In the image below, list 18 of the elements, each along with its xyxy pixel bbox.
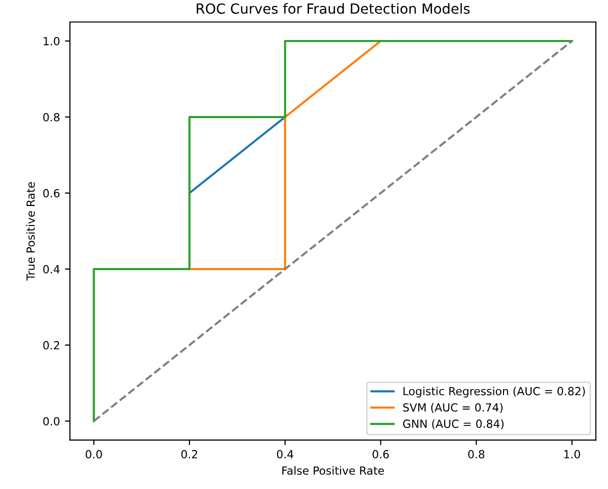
x-tick-label: 0.0 bbox=[86, 450, 102, 458]
x-tick-label: 1.0 bbox=[564, 450, 580, 458]
y-tick-label: 0.2 bbox=[43, 341, 60, 350]
x-axis-title: False Positive Rate bbox=[282, 466, 384, 475]
y-tick-label: 1.0 bbox=[44, 36, 60, 46]
y-tick-label: 0.0 bbox=[43, 417, 60, 426]
legend-label: Logistic Regression (AUC = 0.82) bbox=[404, 386, 585, 398]
x-tick-label: 0.6 bbox=[372, 450, 389, 458]
x-tick-label: 0.8 bbox=[468, 450, 484, 458]
legend-label: SVM (AUC = 0.74) bbox=[403, 403, 503, 413]
y-axis-title: True Positive Rate bbox=[26, 182, 35, 281]
x-tick-label: 0.4 bbox=[276, 450, 294, 458]
chart-title: ROC Curves for Fraud Detection Models bbox=[196, 3, 470, 14]
legend-label: GNN (AUC = 0.84) bbox=[403, 419, 504, 430]
y-tick-label: 0.6 bbox=[43, 189, 60, 198]
y-tick-label: 0.4 bbox=[43, 265, 60, 274]
y-tick-label: 0.8 bbox=[43, 113, 60, 122]
x-tick-label: 0.2 bbox=[181, 450, 198, 458]
